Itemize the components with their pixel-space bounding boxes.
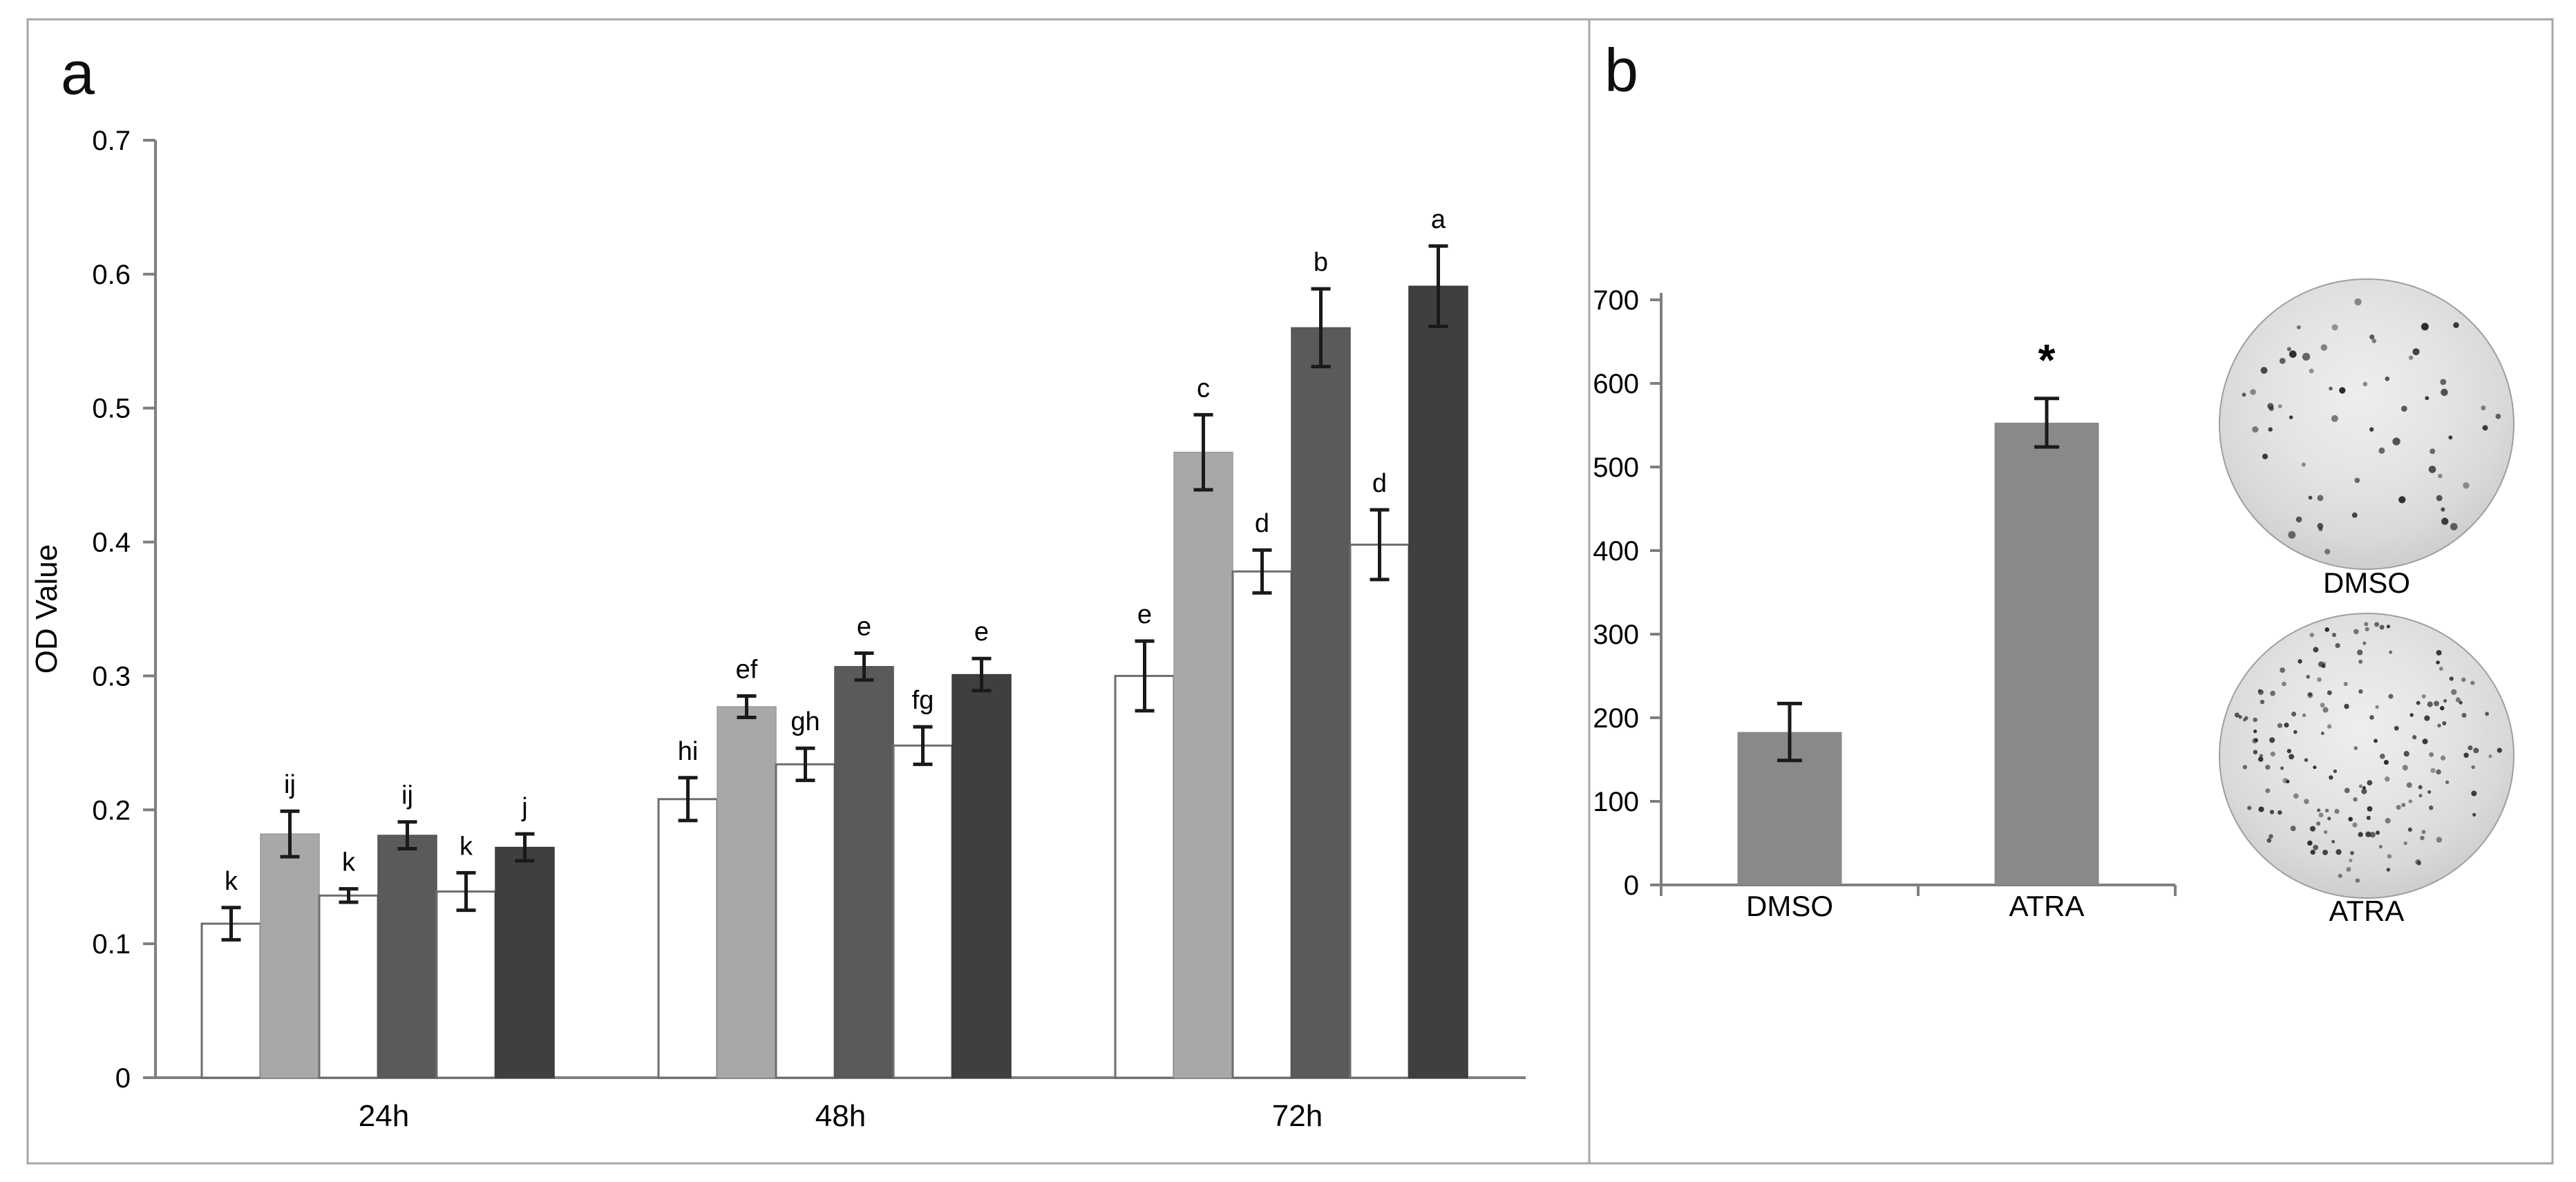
error-bar [795, 746, 815, 783]
panel-a-y-tick-label: 0.2 [92, 795, 131, 826]
sig-letter: d [1372, 469, 1387, 498]
figure-border [26, 18, 2554, 1165]
sig-letter: b [1314, 248, 1328, 277]
sig-letter: c [1197, 374, 1210, 403]
panel-a-category-label: 24h [359, 1099, 409, 1133]
panel-a-y-tick-label: 0.4 [92, 528, 131, 558]
error-bar [1193, 412, 1213, 492]
bar-24h-series-6-charcoal [495, 846, 555, 1078]
bar-48h-series-1-white [657, 798, 719, 1079]
error-bar [972, 656, 992, 693]
error-bar [515, 832, 535, 863]
sig-letter: e [1137, 600, 1152, 629]
sig-letter: gh [790, 707, 820, 736]
error-bar [1135, 639, 1155, 713]
sig-letter: ef [736, 656, 758, 685]
bar-72h-series-1-white [1114, 674, 1175, 1079]
error-bar [1777, 701, 1802, 763]
error-bar [737, 694, 757, 720]
well-label-DMSO: DMSO [2323, 566, 2410, 599]
panel-b-category-label: DMSO [1746, 890, 1833, 922]
bar-48h-series-4-darkgray [834, 666, 894, 1078]
panel-a-y-axis-title: OD Value [30, 544, 64, 674]
sig-letter: e [857, 612, 871, 641]
panel-a-y-tick-label: 0 [115, 1063, 131, 1094]
panel-b-y-tick-label: 700 [1593, 285, 1639, 316]
bar-72h-series-3-white [1231, 570, 1293, 1079]
panel-b-y-tick-label: 300 [1593, 620, 1639, 650]
panel-b-y-tick-label: 0 [1624, 870, 1639, 901]
error-bar [854, 651, 874, 682]
panel-a-y-tick-label: 0.1 [92, 929, 131, 960]
error-bar [1252, 548, 1272, 595]
bar-72h-series-2-lightgray [1173, 451, 1233, 1078]
sig-letter: k [225, 867, 238, 896]
error-bar [221, 906, 241, 942]
panel-b-y-tick-label: 600 [1593, 369, 1639, 399]
sig-letter: ij [401, 781, 413, 810]
bar-ATRA [1994, 422, 2099, 885]
well-image-ATRA [2219, 613, 2515, 899]
significance-asterisk: * [2038, 335, 2056, 385]
sig-letter: e [974, 618, 989, 647]
panel-b-y-tick-label: 400 [1593, 536, 1639, 566]
bar-24h-series-5-white [435, 890, 497, 1079]
error-bar [913, 725, 933, 766]
panel-b-label: b [1604, 36, 1638, 104]
bar-72h-series-5-white [1349, 543, 1410, 1079]
sig-letter: j [521, 793, 527, 822]
sig-letter: ij [284, 770, 296, 799]
panel-b-y-tick-label: 200 [1593, 703, 1639, 734]
panel-a-category-label: 72h [1272, 1099, 1323, 1133]
panel-a-y-tick-label: 0.5 [92, 394, 131, 424]
error-bar [678, 776, 698, 823]
bar-72h-series-6-charcoal [1408, 285, 1468, 1078]
panel-b-y-tick-label: 100 [1593, 787, 1639, 817]
bar-48h-series-3-white [775, 763, 836, 1079]
bar-24h-series-1-white [200, 922, 262, 1079]
error-bar [1311, 287, 1331, 369]
error-bar [1370, 508, 1390, 582]
sig-letter: hi [678, 737, 699, 766]
bar-24h-series-2-lightgray [260, 833, 320, 1078]
error-bar [456, 870, 476, 913]
panel-b-category-label: ATRA [2009, 890, 2085, 922]
well-image-DMSO [2219, 278, 2515, 570]
panel-a-y-tick-label: 0.7 [92, 126, 131, 156]
panel-a-y-tick-label: 0.3 [92, 661, 131, 692]
sig-letter: d [1255, 509, 1269, 538]
error-bar [397, 820, 417, 851]
panel-a-y-tick-label: 0.6 [92, 260, 131, 290]
bar-48h-series-5-white [892, 744, 954, 1079]
panel-b-y-tick-label: 500 [1593, 452, 1639, 483]
bar-24h-series-4-darkgray [377, 835, 437, 1078]
bar-72h-series-4-darkgray [1291, 327, 1351, 1078]
bar-48h-series-6-charcoal [951, 674, 1012, 1078]
sig-letter: k [342, 848, 356, 877]
well-label-ATRA: ATRA [2329, 895, 2405, 927]
error-bar [2034, 397, 2059, 449]
sig-letter: a [1431, 205, 1446, 234]
panel-a-label: a [61, 39, 95, 107]
error-bar [1428, 244, 1448, 328]
error-bar [339, 887, 359, 904]
bar-24h-series-3-white [318, 894, 379, 1079]
sig-letter: k [460, 832, 473, 861]
error-bar [280, 809, 300, 859]
panel-a-category-label: 48h [815, 1099, 866, 1133]
sig-letter: fg [912, 686, 934, 715]
bar-48h-series-2-lightgray [717, 706, 777, 1078]
